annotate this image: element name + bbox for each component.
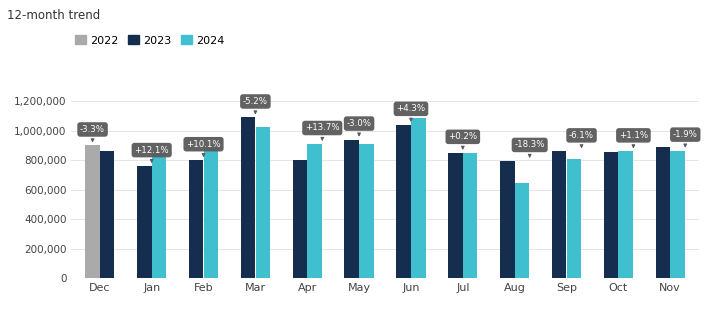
Bar: [359, 144, 374, 278]
Bar: [448, 153, 463, 278]
Bar: [204, 148, 218, 278]
Bar: [500, 161, 515, 278]
Text: +10.1%: +10.1%: [186, 140, 221, 156]
Bar: [189, 160, 203, 278]
Bar: [307, 144, 322, 278]
Bar: [137, 166, 152, 278]
Text: -3.0%: -3.0%: [347, 119, 371, 136]
Bar: [255, 127, 270, 278]
Text: -1.9%: -1.9%: [673, 130, 698, 147]
Text: +4.3%: +4.3%: [396, 104, 426, 121]
Text: 12-month trend: 12-month trend: [7, 9, 101, 22]
Bar: [618, 151, 633, 278]
Bar: [604, 152, 618, 278]
Text: +13.7%: +13.7%: [305, 124, 339, 140]
Bar: [85, 146, 100, 278]
Bar: [396, 125, 411, 278]
Bar: [552, 151, 566, 278]
Bar: [344, 140, 359, 278]
Bar: [411, 118, 426, 278]
Legend: 2022, 2023, 2024: 2022, 2023, 2024: [71, 31, 229, 50]
Bar: [655, 147, 670, 278]
Bar: [292, 160, 307, 278]
Text: -18.3%: -18.3%: [515, 141, 545, 157]
Bar: [463, 153, 478, 278]
Bar: [152, 153, 166, 278]
Text: -3.3%: -3.3%: [80, 125, 105, 142]
Text: +12.1%: +12.1%: [134, 146, 169, 162]
Bar: [100, 151, 115, 278]
Text: -6.1%: -6.1%: [569, 131, 594, 147]
Text: +1.1%: +1.1%: [619, 131, 648, 147]
Bar: [241, 117, 255, 278]
Bar: [670, 150, 685, 278]
Bar: [515, 183, 529, 278]
Text: +0.2%: +0.2%: [448, 132, 478, 149]
Text: -5.2%: -5.2%: [243, 97, 268, 114]
Bar: [567, 159, 581, 278]
